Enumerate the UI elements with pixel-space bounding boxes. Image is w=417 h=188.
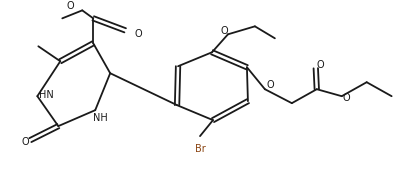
Text: O: O bbox=[66, 1, 74, 11]
Text: O: O bbox=[22, 137, 29, 147]
Text: O: O bbox=[317, 60, 324, 70]
Text: O: O bbox=[266, 80, 274, 90]
Text: NH: NH bbox=[93, 113, 108, 123]
Text: O: O bbox=[220, 26, 228, 36]
Text: O: O bbox=[343, 93, 351, 103]
Text: O: O bbox=[134, 29, 142, 39]
Text: Br: Br bbox=[195, 144, 206, 154]
Text: HN: HN bbox=[39, 90, 54, 100]
